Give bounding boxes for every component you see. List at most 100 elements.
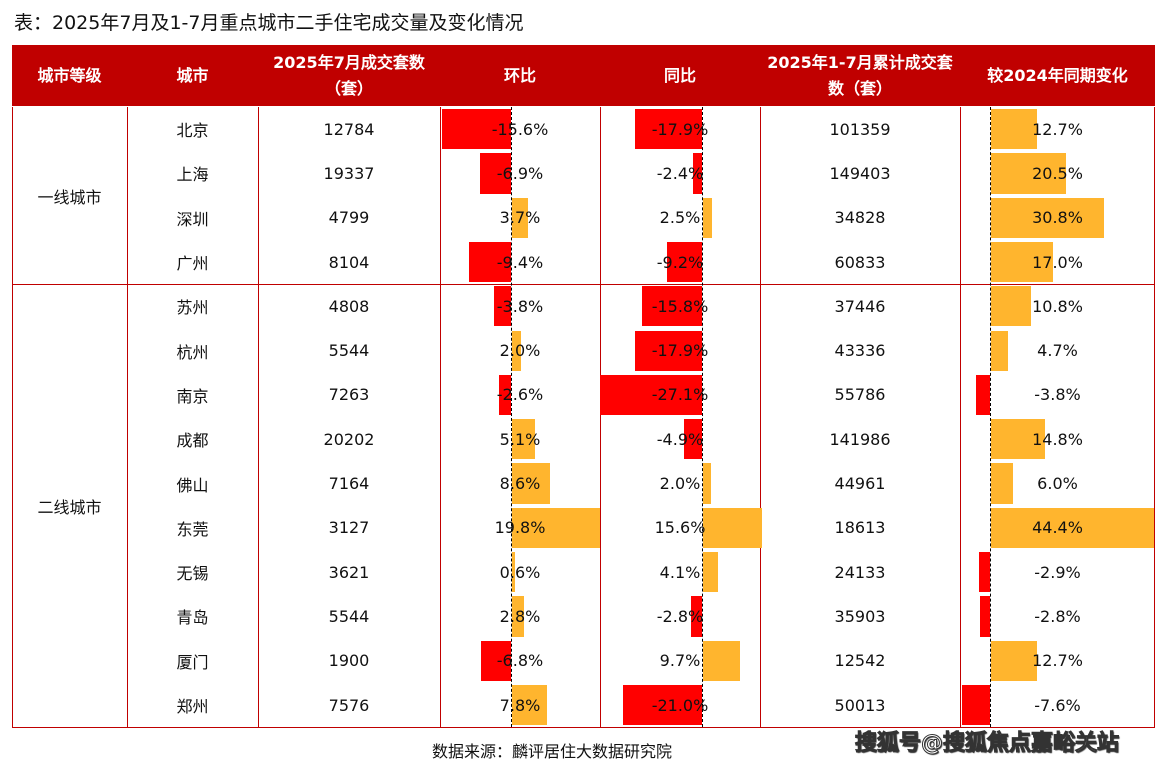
yoy-value: -21.0% (651, 695, 709, 715)
ytd_chg-bar (962, 684, 990, 726)
table-bottom-border (12, 727, 1155, 729)
mom-bar (512, 419, 535, 460)
yoy-value: -2.8% (656, 606, 704, 626)
july-volume: 1900 (328, 651, 370, 671)
header-tier: 城市等级 (37, 65, 102, 85)
header-yoy: 同比 (663, 65, 696, 85)
group-divider (12, 284, 1155, 286)
column-border (600, 107, 601, 728)
ytd-volume: 24133 (834, 562, 886, 582)
july-volume: 5544 (328, 341, 370, 361)
ytd_chg-bar (976, 374, 990, 416)
column-border (12, 107, 13, 728)
mom-bar (494, 286, 511, 327)
yoy-bar (683, 419, 702, 460)
yoy-value: 2.0% (659, 474, 701, 494)
july-volume: 7164 (328, 474, 370, 494)
ytd_chg-value: 14.8% (1032, 429, 1083, 449)
ytd-volume: 44961 (834, 474, 886, 494)
mom-bar (480, 640, 511, 681)
mom-value: -9.4% (496, 252, 544, 272)
ytd_chg-bar (991, 463, 1013, 504)
column-border (258, 107, 259, 728)
yoy-value: -15.8% (651, 296, 709, 316)
july-volume: 12784 (323, 119, 375, 139)
ytd-volume: 37446 (834, 296, 886, 316)
ytd-volume: 43336 (834, 341, 886, 361)
mom-value: 0.6% (499, 562, 541, 582)
ytd_chg-value: -7.6% (1034, 695, 1081, 715)
mom-bar (512, 596, 525, 637)
july-volume: 20202 (323, 429, 375, 449)
yoy-bar (634, 330, 702, 371)
yoy-value: -4.9% (656, 429, 704, 449)
mom-value: 3.7% (499, 208, 541, 228)
table-title: 表：2025年7月及1-7月重点城市二手住宅成交量及变化情况 (14, 12, 524, 34)
ytd-volume: 18613 (834, 518, 886, 538)
ytd_chg-bar (991, 640, 1038, 681)
city-name: 上海 (176, 165, 209, 185)
watermark: 搜狐号@搜狐焦点嘉峪关站 (854, 731, 1120, 757)
column-border (760, 107, 761, 728)
mom-value: 19.8% (494, 518, 546, 538)
ytd_chg-zero-line (990, 107, 991, 728)
yoy-bar (622, 684, 702, 726)
yoy-bar (703, 507, 762, 548)
ytd-volume: 35903 (834, 606, 886, 626)
ytd-volume: 149403 (829, 163, 891, 183)
ytd_chg-value: -3.8% (1034, 385, 1081, 405)
yoy-value: 15.6% (654, 518, 706, 538)
yoy-value: 4.1% (659, 562, 701, 582)
ytd_chg-bar (991, 286, 1031, 327)
yoy-bar (703, 463, 711, 504)
yoy-value: -2.4% (656, 163, 704, 183)
yoy-value: -27.1% (651, 385, 709, 405)
ytd_chg-bar (991, 330, 1009, 371)
july-volume: 7576 (328, 695, 370, 715)
yoy-bar (692, 153, 702, 194)
header-july-volume: 2025年7月成交套数（套） (273, 52, 425, 98)
ytd_chg-value: 6.0% (1037, 474, 1078, 494)
mom-value: -6.9% (496, 163, 544, 183)
yoy-bar (703, 552, 719, 593)
ytd-volume: 101359 (829, 119, 891, 139)
yoy-value: -9.2% (656, 252, 704, 272)
mom-bar (512, 552, 515, 593)
ytd_chg-bar (991, 241, 1054, 283)
yoy-bar (599, 374, 702, 416)
july-volume: 8104 (328, 252, 370, 272)
ytd_chg-value: 10.8% (1032, 296, 1083, 316)
yoy-bar (703, 197, 713, 238)
ytd_chg-value: 4.7% (1037, 341, 1078, 361)
column-border (440, 107, 441, 728)
mom-bar (441, 109, 511, 150)
ytd_chg-bar (979, 552, 990, 593)
mom-value: -2.6% (496, 385, 544, 405)
ytd_chg-bar (991, 419, 1046, 460)
july-volume: 5544 (328, 606, 370, 626)
data-table: 城市等级 城市 2025年7月成交套数（套） 环比 同比 2025年1-7月累计成交套数（… (12, 45, 1155, 729)
city-name: 厦门 (176, 652, 209, 672)
mom-bar (469, 241, 511, 283)
yoy-value: 2.5% (659, 208, 701, 228)
mom-bar (512, 463, 551, 504)
column-border (1154, 107, 1155, 728)
mom-bar (512, 507, 600, 548)
mom-value: 2.8% (499, 606, 541, 626)
mom-value: 8.6% (499, 474, 541, 494)
yoy-bar (703, 640, 740, 681)
ytd-volume: 34828 (834, 208, 886, 228)
mom-bar (480, 153, 511, 194)
header-ytd-change: 较2024年同期变化 (987, 65, 1128, 85)
ytd_chg-bar (991, 197, 1104, 238)
city-name: 广州 (176, 254, 209, 274)
ytd-volume: 12542 (834, 651, 886, 671)
ytd-volume: 141986 (829, 429, 891, 449)
yoy-bar (642, 286, 702, 327)
city-name: 成都 (176, 431, 209, 451)
tier-label: 二线城市 (37, 497, 102, 517)
mom-bar (499, 374, 511, 416)
source-note: 数据来源：麟评居住大数据研究院 (432, 742, 673, 761)
column-border (127, 107, 128, 728)
table-header: 城市等级 城市 2025年7月成交套数（套） 环比 同比 2025年1-7月累计成交套数（… (12, 45, 1155, 106)
